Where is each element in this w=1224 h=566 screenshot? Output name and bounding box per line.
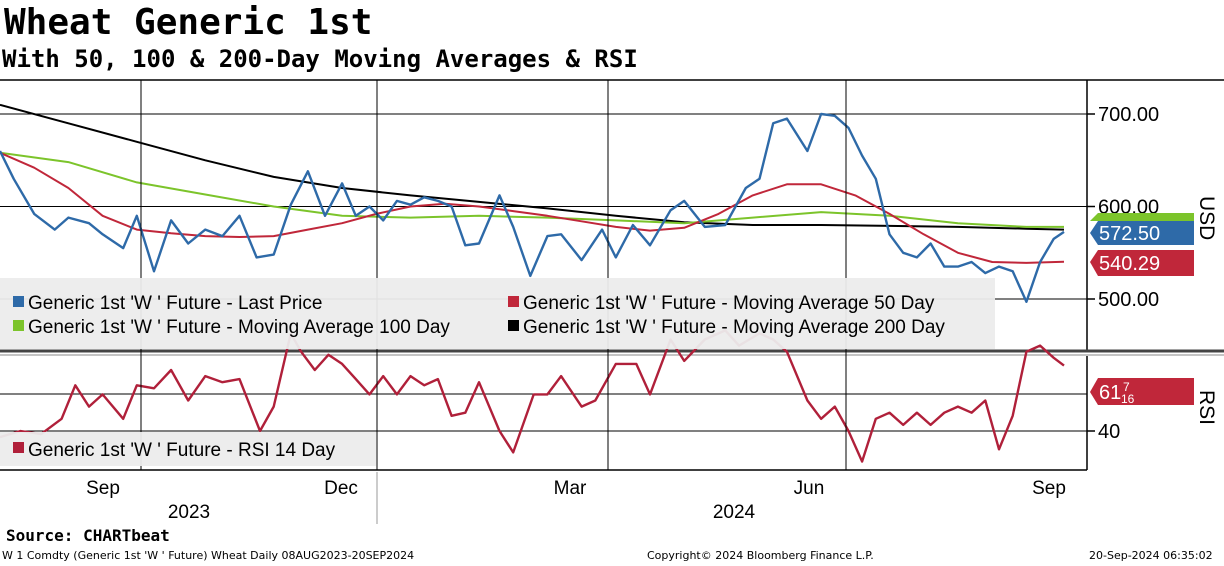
security-description: W 1 Comdty (Generic 1st 'W ' Future) Whe…	[2, 549, 415, 562]
rsi-panel: 40	[0, 329, 1120, 471]
panel-divider	[0, 349, 1224, 356]
x-month-label-2: Mar	[554, 478, 587, 499]
rsi-tag: 61 7 16	[1090, 378, 1194, 406]
source-note: Source: CHARTbeat	[6, 526, 170, 545]
usd-axis-label: USD	[1195, 196, 1218, 240]
legend-last-price: Generic 1st 'W ' Future - Last Price	[28, 293, 322, 314]
legend-swatch-ma200	[508, 320, 519, 331]
timestamp: 20-Sep-2024 06:35:02	[1089, 549, 1213, 562]
price-legend-background	[0, 278, 995, 349]
rsi-legend-background	[0, 432, 376, 466]
price-series-group	[0, 103, 1065, 303]
x-month-label-0: Sep	[86, 478, 120, 499]
chart-title: Wheat Generic 1st	[4, 2, 373, 43]
rsi-series-group	[0, 329, 1065, 463]
legend-ma200: Generic 1st 'W ' Future - Moving Average…	[523, 317, 945, 338]
rsi-tag-denominator: 16	[1121, 392, 1135, 406]
copyright-note: Copyright© 2024 Bloomberg Finance L.P.	[647, 549, 874, 562]
legend-swatch-ma100	[13, 320, 24, 331]
ma50-tag-value: 540.29	[1099, 253, 1160, 275]
legend-ma50: Generic 1st 'W ' Future - Moving Average…	[523, 293, 935, 314]
price-tick-label-0: 700.00	[1098, 104, 1159, 126]
chart-subtitle: With 50, 100 & 200-Day Moving Averages &…	[2, 45, 638, 73]
price-gridlines	[0, 113, 1095, 300]
rsi-tag-numerator: 7	[1123, 380, 1130, 394]
rsi-legend: Generic 1st 'W ' Future - RSI 14 Day	[0, 432, 376, 466]
rsi-line	[0, 329, 1065, 463]
vertical-gridlines	[140, 80, 847, 470]
rsi-tag-whole: 61	[1099, 382, 1121, 404]
last-price-line	[0, 112, 1065, 303]
ma100-line	[0, 151, 1064, 228]
legend-swatch-last-price	[13, 296, 24, 307]
x-month-label-1: Dec	[324, 478, 358, 499]
last-price-tag-value: 572.50	[1099, 223, 1160, 245]
x-axis: Sep Dec Mar Jun Sep 2023 2024	[86, 472, 1066, 524]
rsi-tick-labels: 40	[1098, 421, 1120, 443]
legend-swatch-ma50	[508, 296, 519, 307]
ma200-line	[0, 103, 1065, 231]
rsi-axis-label: RSI	[1195, 390, 1218, 425]
price-tick-label-2: 500.00	[1098, 289, 1159, 311]
legend-ma100: Generic 1st 'W ' Future - Moving Average…	[28, 317, 450, 338]
price-legend: Generic 1st 'W ' Future - Last Price Gen…	[0, 278, 995, 349]
x-year-label-0: 2023	[168, 502, 210, 523]
ma50-tag: 540.29	[1090, 250, 1194, 276]
x-year-label-1: 2024	[713, 502, 756, 523]
last-price-tag: 572.50	[1090, 213, 1194, 245]
legend-rsi: Generic 1st 'W ' Future - RSI 14 Day	[28, 440, 336, 461]
legend-swatch-rsi	[13, 442, 24, 453]
rsi-tick-label-40: 40	[1098, 421, 1120, 443]
x-month-label-3: Jun	[794, 478, 825, 499]
x-month-label-4: Sep	[1032, 478, 1066, 499]
